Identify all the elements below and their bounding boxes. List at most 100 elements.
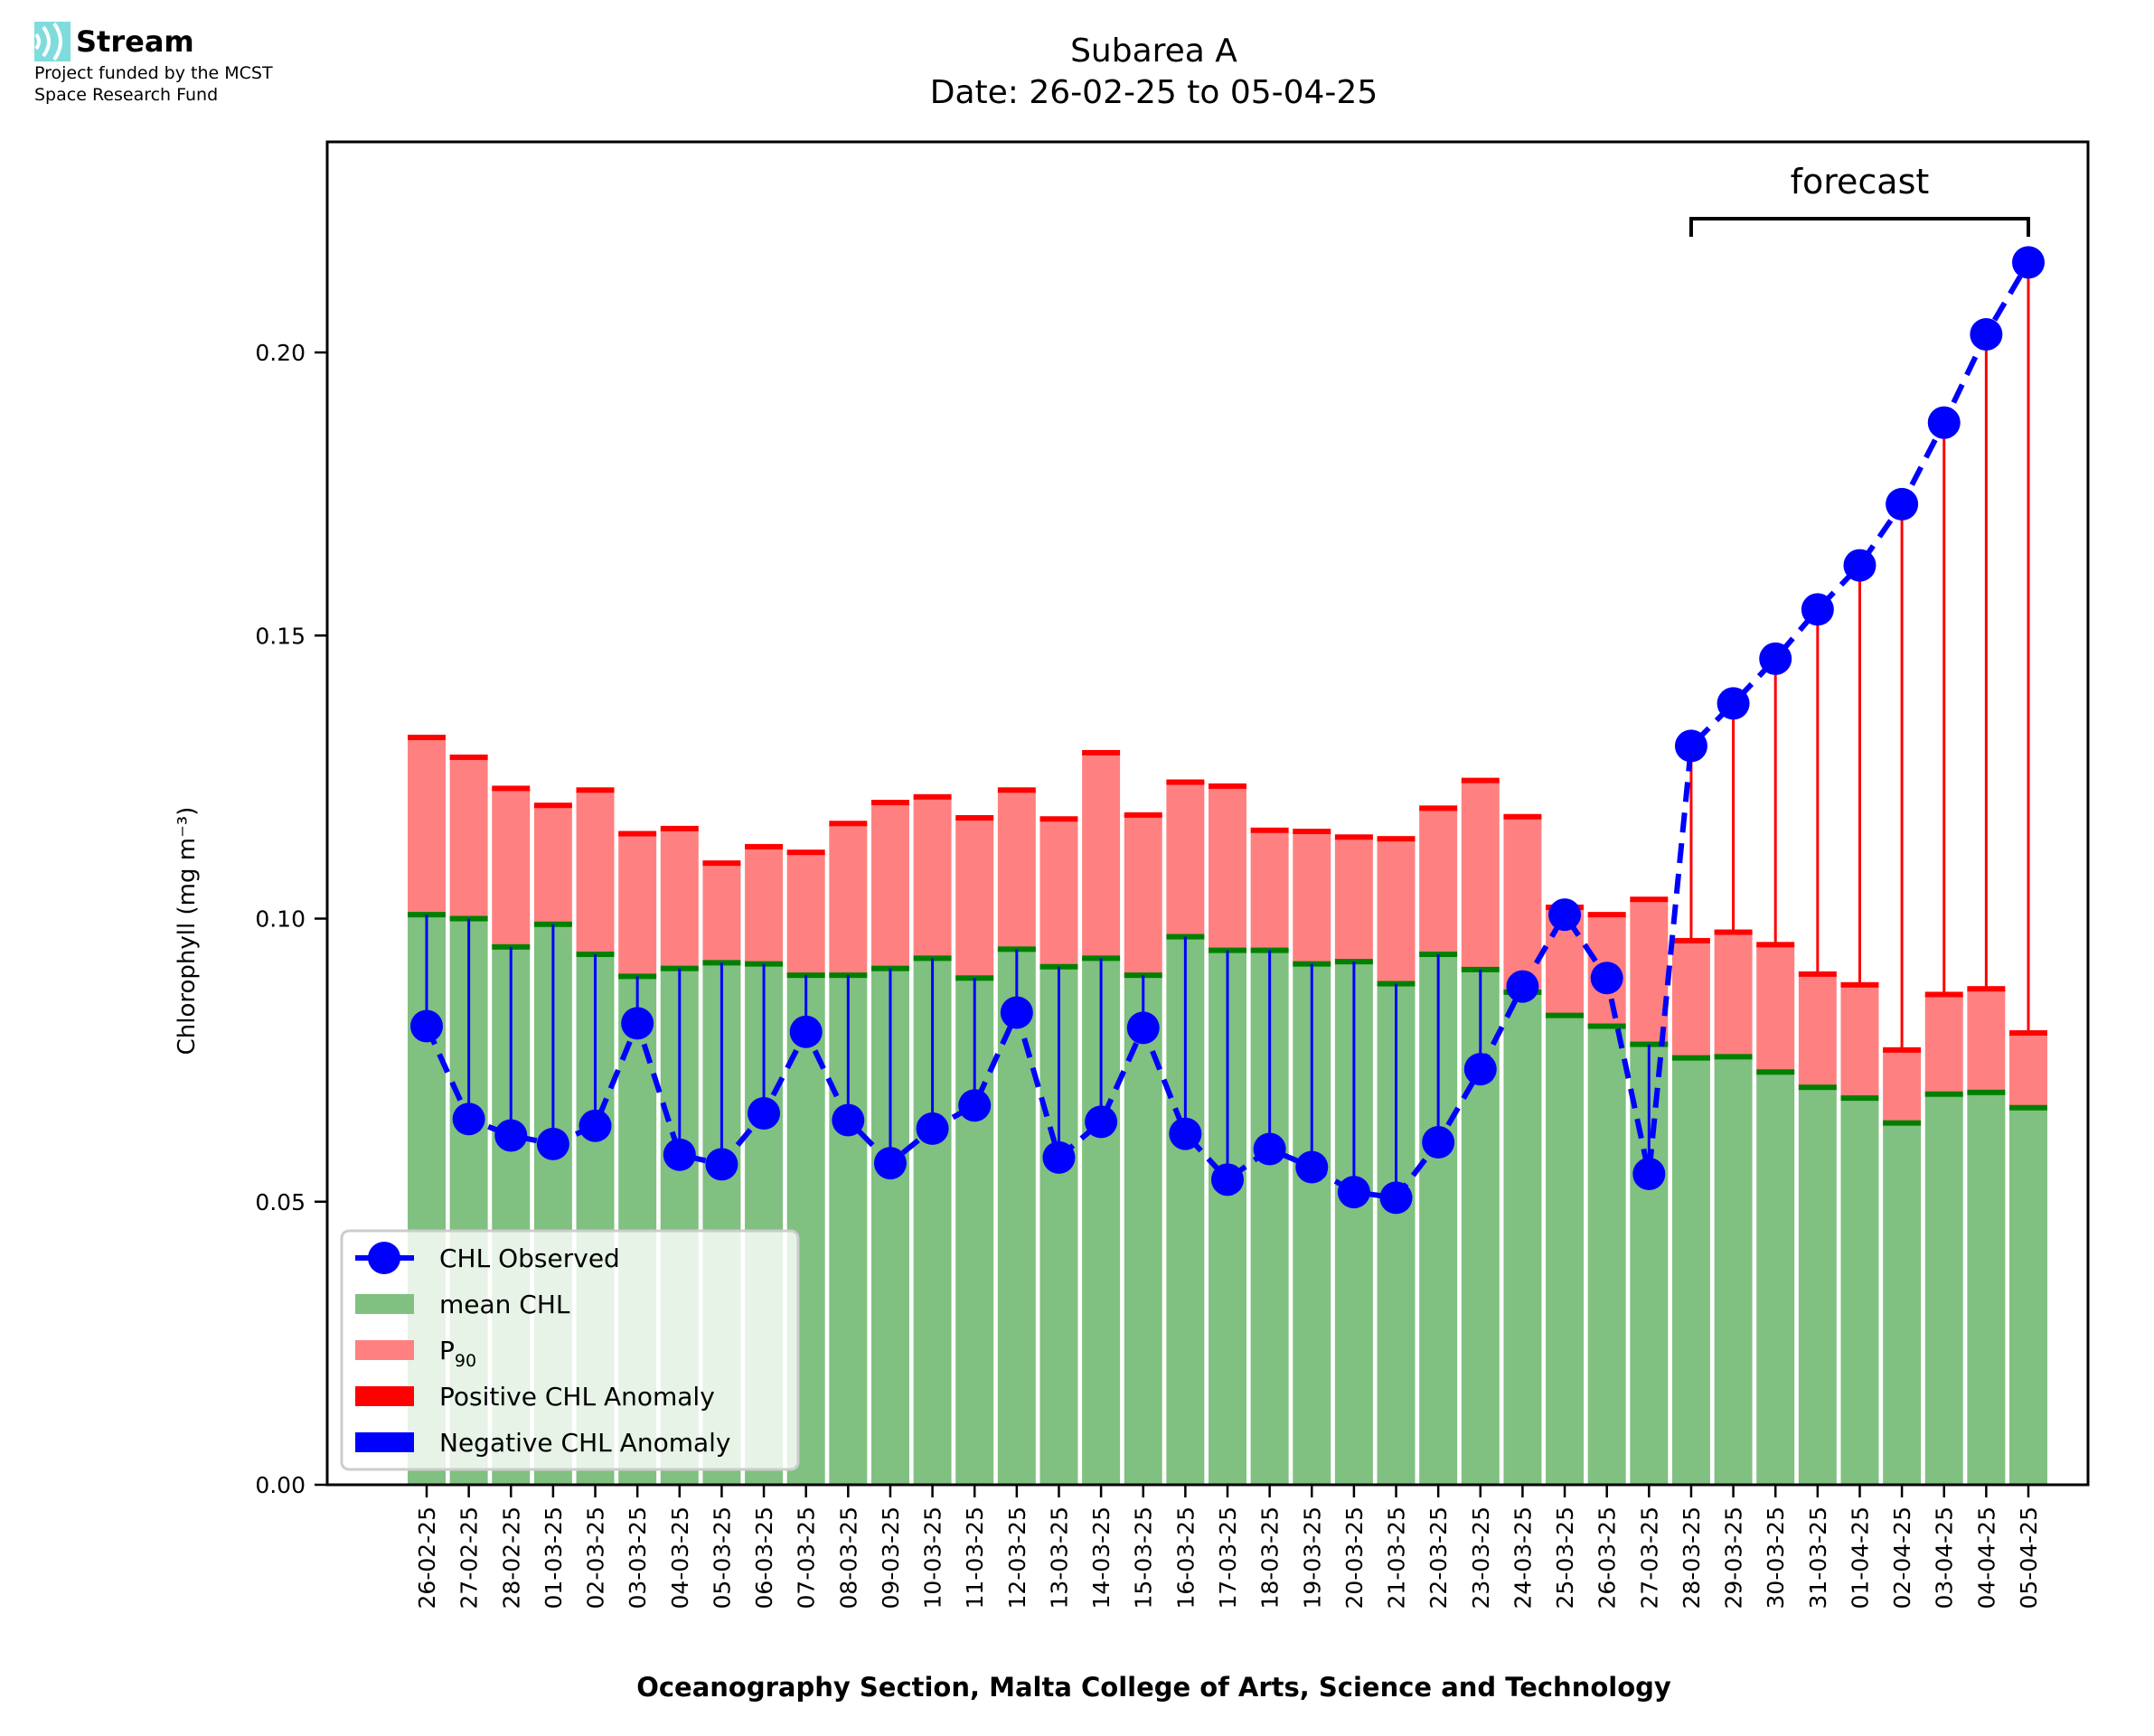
x-tick-label: 09-03-25	[878, 1506, 904, 1609]
chl-observed-point	[1211, 1163, 1244, 1196]
mean-chl-bar	[1798, 1087, 1837, 1485]
p90-bar	[1082, 752, 1121, 959]
p90-edge	[408, 735, 446, 741]
y-axis-label: Chlorophyll (mg m⁻³)	[174, 807, 201, 1056]
p90-bar	[1630, 899, 1669, 1045]
p90-edge	[1419, 805, 1458, 812]
logo: Stream Project funded by the MCST Space …	[34, 22, 273, 105]
legend-label: mean CHL	[439, 1290, 570, 1319]
p90-bar	[1039, 819, 1078, 967]
p90-bar	[1503, 816, 1542, 992]
chl-observed-point	[1000, 996, 1033, 1029]
p90-edge	[702, 860, 741, 867]
chl-observed-point	[1042, 1140, 1076, 1174]
chl-observed-point	[1717, 687, 1750, 720]
plot-frame	[325, 140, 2090, 1487]
y-tick-label: 0.00	[255, 1472, 306, 1498]
lines-layer	[410, 246, 2045, 1215]
mean-chl-edge	[1756, 1069, 1795, 1075]
x-tick-label: 03-04-25	[1932, 1506, 1958, 1609]
x-tick-label: 01-03-25	[541, 1506, 567, 1609]
legend-observed-marker-icon	[368, 1242, 400, 1274]
mean-chl-edge	[1587, 1023, 1626, 1029]
p90-edge	[660, 825, 699, 831]
p90-edge	[533, 802, 572, 809]
x-tick-label: 13-03-25	[1046, 1506, 1072, 1609]
p90-bar	[1334, 837, 1373, 962]
chl-observed-point	[536, 1127, 569, 1160]
chl-observed-point	[789, 1015, 823, 1048]
mean-chl-bar	[1671, 1057, 1710, 1485]
p90-edge	[1166, 779, 1205, 785]
x-tick-label: 05-04-25	[2016, 1506, 2042, 1609]
mean-chl-bar	[2009, 1107, 2047, 1485]
p90-bar	[1461, 780, 1500, 970]
legend-swatch-icon	[355, 1294, 414, 1314]
chl-observed-point	[1632, 1158, 1666, 1191]
p90-edge	[1503, 813, 1542, 820]
p90-edge	[955, 814, 994, 821]
p90-bar	[1293, 831, 1331, 964]
chl-observed-point	[452, 1103, 485, 1136]
mean-chl-edge	[1671, 1055, 1710, 1061]
p90-edge	[1630, 896, 1669, 903]
chl-observed-point	[705, 1148, 738, 1181]
chl-observed-point	[1085, 1105, 1118, 1139]
mean-chl-edge	[1798, 1084, 1837, 1091]
p90-edge	[576, 787, 615, 793]
x-tick-label: 02-04-25	[1889, 1506, 1915, 1609]
x-tick-label: 14-03-25	[1088, 1506, 1115, 1609]
p90-edge	[1039, 816, 1078, 822]
mean-chl-bar	[1756, 1072, 1795, 1485]
mean-chl-bar	[1587, 1026, 1626, 1485]
x-tick-label: 03-03-25	[625, 1506, 651, 1609]
p90-edge	[870, 800, 909, 806]
chl-observed-point	[1379, 1181, 1413, 1215]
x-tick-label: 07-03-25	[794, 1506, 820, 1609]
mean-chl-edge	[1714, 1054, 1753, 1060]
chl-observed-point	[2012, 246, 2045, 279]
x-tick-label: 10-03-25	[920, 1506, 946, 1609]
logo-name: Stream	[76, 24, 194, 59]
p90-edge	[618, 830, 657, 837]
p90-bar	[1840, 984, 1879, 1099]
p90-bar	[1924, 994, 1963, 1094]
legend-label: CHL Observed	[439, 1243, 620, 1273]
chl-observed-point	[873, 1147, 907, 1180]
p90-bar	[660, 828, 699, 969]
x-tick-label: 04-03-25	[667, 1506, 693, 1609]
chl-observed-point	[1590, 962, 1623, 995]
x-tick-label: 18-03-25	[1257, 1506, 1284, 1609]
p90-edge	[449, 754, 488, 760]
chl-observed-point	[1295, 1150, 1329, 1184]
chl-observed-point	[410, 1009, 443, 1043]
chl-observed-point	[1422, 1125, 1455, 1159]
chl-observed-point	[1548, 898, 1582, 932]
x-tick-label: 12-03-25	[1004, 1506, 1030, 1609]
p90-bar	[913, 796, 952, 959]
chart-title: Subarea A	[1070, 33, 1237, 70]
chl-observed-point	[1970, 317, 2003, 351]
x-tick-label: 21-03-25	[1384, 1506, 1410, 1609]
p90-bar	[870, 802, 909, 969]
p90-edge	[1461, 777, 1500, 784]
p90-bar	[2009, 1033, 2047, 1108]
x-tick-label: 31-03-25	[1805, 1506, 1831, 1609]
mean-chl-bar	[1840, 1098, 1879, 1485]
p90-bar	[829, 823, 868, 976]
p90-edge	[997, 787, 1036, 793]
p90-bar	[702, 863, 741, 963]
chl-observed-point	[1759, 642, 1792, 675]
chart-subtitle: Date: 26-02-25 to 05-04-25	[929, 74, 1378, 111]
x-tick-label: 20-03-25	[1341, 1506, 1368, 1609]
chl-observed-point	[1126, 1011, 1160, 1045]
chl-observed-point	[1169, 1117, 1202, 1150]
x-tick-label: 25-03-25	[1552, 1506, 1578, 1609]
chl-observed-point	[1463, 1053, 1497, 1086]
p90-edge	[829, 821, 868, 827]
chl-observed-point	[832, 1103, 865, 1137]
x-tick-label: 08-03-25	[835, 1506, 861, 1609]
chl-observed-point	[494, 1119, 528, 1152]
mean-chl-edge	[1924, 1091, 1963, 1097]
